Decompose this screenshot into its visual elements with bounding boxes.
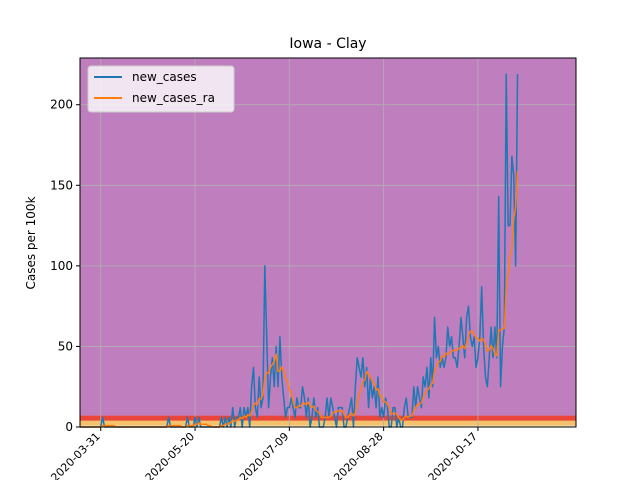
- chart-title: Iowa - Clay: [289, 36, 366, 52]
- y-axis-label: Cases per 100k: [24, 196, 38, 289]
- risk-band: [80, 420, 576, 426]
- risk-band: [80, 425, 576, 427]
- legend-label: new_cases: [132, 70, 197, 84]
- y-tick-label: 50: [58, 339, 73, 353]
- y-tick-label: 200: [50, 98, 73, 112]
- y-tick-label: 0: [65, 420, 73, 434]
- plot-area: 0 50 100 150 200 2020-03-31 2020-05-20 2020-07-…: [48, 57, 577, 484]
- legend: new_cases new_cases_ra: [87, 65, 235, 113]
- y-tick-label: 150: [50, 178, 73, 192]
- x-tick-label: 2020-08-28: [331, 430, 385, 480]
- axes-frame: [79, 57, 577, 428]
- risk-band: [80, 415, 576, 421]
- x-tick-label: 2020-03-31: [48, 430, 102, 480]
- plot-background: [80, 58, 576, 427]
- legend-box: [87, 65, 235, 113]
- legend-label: new_cases_ra: [132, 91, 215, 105]
- x-tick-label: 2020-07-09: [237, 430, 291, 480]
- x-tick-label: 2020-05-20: [143, 430, 197, 480]
- x-tick-label: 2020-10-17: [426, 430, 480, 480]
- y-tick-label: 100: [50, 259, 73, 273]
